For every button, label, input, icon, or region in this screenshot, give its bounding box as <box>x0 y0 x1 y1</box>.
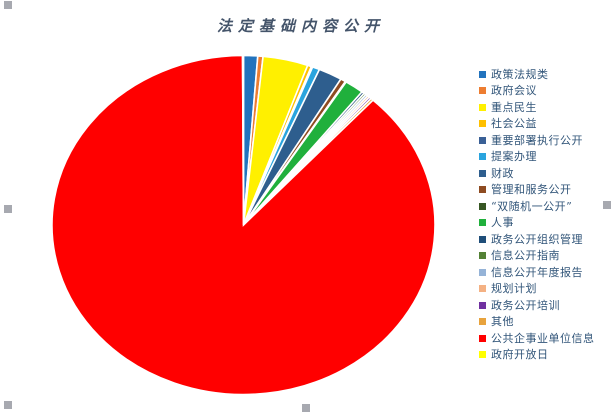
legend-swatch-icon <box>479 351 486 359</box>
legend-item[interactable]: 信息公开年度报告 <box>479 264 595 281</box>
legend-item[interactable]: “双随机一公开” <box>479 198 595 215</box>
selection-handle-top-left[interactable] <box>4 1 12 9</box>
legend-item-label: 政务公开培训 <box>491 298 560 312</box>
legend-swatch-icon <box>479 301 486 309</box>
legend-item[interactable]: 社会公益 <box>479 116 595 133</box>
legend-item[interactable]: 人事 <box>479 215 595 232</box>
legend-item-label: 规划计划 <box>491 282 537 296</box>
chart-legend: 政策法规类政府会议重点民生社会公益重要部署执行公开 提案办理财政管理和服务公开 “双… <box>479 66 595 363</box>
legend-swatch-icon <box>479 153 486 161</box>
legend-swatch-icon <box>479 268 486 276</box>
legend-item[interactable]: 政府会议 <box>479 83 595 100</box>
legend-item-label: 社会公益 <box>491 117 537 131</box>
legend-item[interactable]: 规划计划 <box>479 281 595 298</box>
legend-item[interactable]: 政策法规类 <box>479 66 595 83</box>
legend-item-label: 政策法规类 <box>491 67 549 81</box>
legend-item[interactable]: 信息公开指南 <box>479 248 595 265</box>
legend-item-label: 人事 <box>491 216 514 230</box>
legend-item-label: 管理和服务公开 <box>491 183 572 197</box>
legend-item-label: 信息公开指南 <box>491 249 560 263</box>
legend-item-label: 政府开放日 <box>491 348 549 362</box>
chart-title: 法定基础内容公开 <box>216 17 385 35</box>
legend-item-label: 政务公开组织管理 <box>491 232 583 246</box>
legend-item[interactable]: 政务公开组织管理 <box>479 231 595 248</box>
legend-swatch-icon <box>479 169 486 177</box>
legend-item-label: 公共企事业单位信息 <box>491 331 595 345</box>
legend-item-label: 财政 <box>491 166 514 180</box>
legend-item-label: 提案办理 <box>491 150 537 164</box>
legend-swatch-icon <box>479 318 486 326</box>
legend-item-label: 重点民生 <box>491 100 537 114</box>
legend-swatch-icon <box>479 285 486 293</box>
legend-swatch-icon <box>479 103 486 111</box>
legend-item[interactable]: 政府开放日 <box>479 347 595 364</box>
legend-swatch-icon <box>479 186 486 194</box>
legend-swatch-icon <box>479 202 486 210</box>
legend-swatch-icon <box>479 235 486 243</box>
legend-item[interactable]: 管理和服务公开 <box>479 182 595 199</box>
selection-handle-bottom-middle[interactable] <box>302 404 310 412</box>
legend-item[interactable]: 重点民生 <box>479 99 595 116</box>
legend-item[interactable]: 政务公开培训 <box>479 297 595 314</box>
legend-item-label: 信息公开年度报告 <box>491 265 583 279</box>
legend-item-label: “双随机一公开” <box>491 199 573 213</box>
legend-swatch-icon <box>479 87 486 95</box>
legend-item[interactable]: 重要部署执行公开 <box>479 132 595 149</box>
selection-handle-left-middle[interactable] <box>4 205 12 213</box>
legend-swatch-icon <box>479 219 486 227</box>
selection-handle-bottom-left[interactable] <box>4 401 12 409</box>
legend-item-label: 其他 <box>491 315 514 329</box>
legend-swatch-icon <box>479 136 486 144</box>
legend-item[interactable]: 其他 <box>479 314 595 331</box>
legend-item-label: 重要部署执行公开 <box>491 133 583 147</box>
selection-handle-right-middle[interactable] <box>603 201 611 209</box>
legend-item-label: 政府会议 <box>491 84 537 98</box>
legend-item[interactable]: 提案办理 <box>479 149 595 166</box>
legend-item[interactable]: 财政 <box>479 165 595 182</box>
legend-swatch-icon <box>479 120 486 128</box>
legend-item[interactable]: 公共企事业单位信息 <box>479 330 595 347</box>
pie-slice[interactable] <box>241 54 245 226</box>
legend-swatch-icon <box>479 70 486 78</box>
legend-swatch-icon <box>479 334 486 342</box>
legend-swatch-icon <box>479 252 486 260</box>
